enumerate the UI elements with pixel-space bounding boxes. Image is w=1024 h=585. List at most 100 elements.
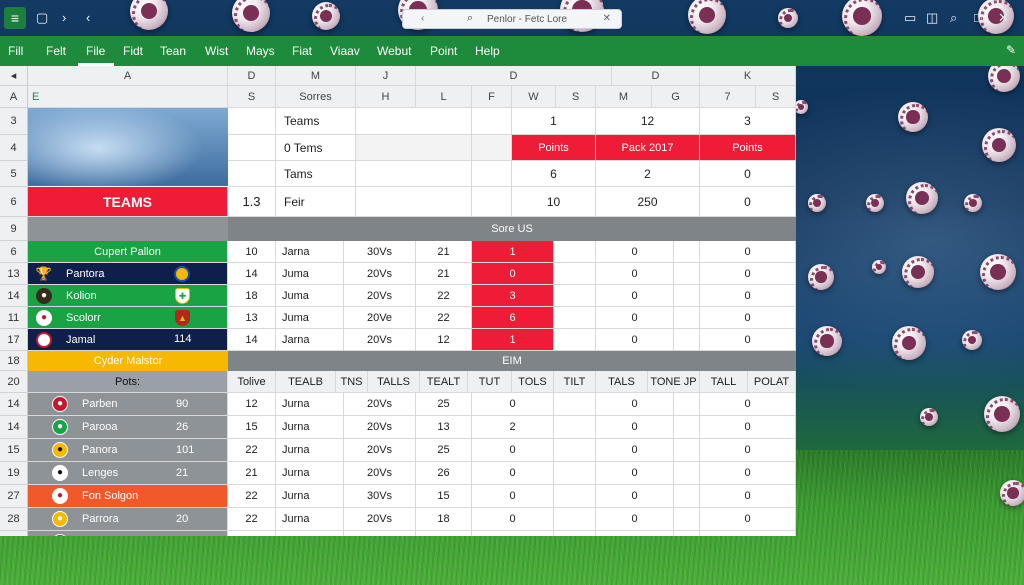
row-number[interactable]: 13 <box>0 263 28 285</box>
column-header[interactable]: J <box>356 66 416 86</box>
cell <box>674 416 700 439</box>
column-title: TNS <box>336 371 368 393</box>
sub-header: Sorres <box>276 86 356 108</box>
pen-icon[interactable]: ✎ <box>1005 43 1016 57</box>
cell: 0 <box>596 416 674 439</box>
row-number[interactable]: 15 <box>0 439 28 462</box>
menu-item-mays[interactable]: Mays <box>246 44 275 58</box>
soccer-ball-icon <box>978 0 1014 34</box>
menu-item-fiat[interactable]: Fiat <box>292 44 313 58</box>
row-number[interactable]: 14 <box>0 416 28 439</box>
column-header[interactable]: D <box>612 66 700 86</box>
menu-item-point[interactable]: Point <box>430 44 458 58</box>
close-icon[interactable]: ✕ <box>602 13 611 24</box>
cell: 22 <box>416 285 472 307</box>
menu-item-help[interactable]: Help <box>475 44 500 58</box>
table-row: 6 TEAMS 1.3 Feir 10 250 0 <box>0 187 796 217</box>
column-header[interactable]: D <box>228 66 276 86</box>
close-icon[interactable]: ✕ <box>998 10 1009 25</box>
row-number[interactable]: 4 <box>0 135 28 161</box>
row-number[interactable]: 6 <box>0 241 28 263</box>
menu-item-file[interactable]: File <box>86 44 106 58</box>
chevron-right-icon[interactable]: › <box>62 10 67 25</box>
maximize-icon[interactable]: □ <box>974 10 982 25</box>
menu-item-fill[interactable]: Fill <box>8 44 24 58</box>
split-view-icon[interactable]: ◫ <box>926 10 939 25</box>
club-crest-icon: ● <box>52 488 68 504</box>
column-header[interactable]: M <box>276 66 356 86</box>
row-number[interactable]: 14 <box>0 285 28 307</box>
cell: 0 <box>596 263 674 285</box>
select-all-corner[interactable]: ◂ <box>0 66 28 86</box>
row-number[interactable]: 11 <box>0 307 28 329</box>
row-label-text: Teams <box>284 114 320 128</box>
grid-icon[interactable]: ▢ <box>36 10 49 25</box>
menu-item-webut[interactable]: Webut <box>377 44 412 58</box>
row-number[interactable]: 6 <box>0 187 28 217</box>
cell: 0 <box>700 439 796 462</box>
table-row: 5 Tams 6 2 0 <box>0 161 796 187</box>
hamburger-icon[interactable]: ≡ <box>4 7 26 29</box>
restore-window-icon[interactable]: ▭ <box>904 10 917 25</box>
cell-text: Juma <box>282 311 309 324</box>
left-grey-strip <box>28 217 228 241</box>
menu-item-viaav[interactable]: Viaav <box>330 44 360 58</box>
cell: 1.2 <box>416 531 472 536</box>
row-label: Teams <box>276 108 356 135</box>
row-number[interactable]: 27 <box>0 485 28 508</box>
section-header-row: 18 Cyder Malstor EIM <box>0 351 796 371</box>
row-number[interactable]: 9 <box>0 217 28 241</box>
search-box[interactable]: ‹ ⌕ Penlor - Fetc Lore ✕ <box>402 9 622 29</box>
menu-item-felt[interactable]: Felt <box>46 44 67 58</box>
cell <box>472 161 512 187</box>
sub-header: G <box>652 86 700 108</box>
row-number[interactable]: A <box>0 86 28 108</box>
cell: Juma <box>276 263 344 285</box>
row-number[interactable]: 20 <box>0 371 28 393</box>
cell: 0 <box>700 393 796 416</box>
menu-item-fidt[interactable]: Fidt <box>123 44 144 58</box>
row-label-text: Tams <box>284 166 313 181</box>
cell: 0 <box>596 241 674 263</box>
cell: 20Vs <box>344 263 416 285</box>
row-number[interactable] <box>0 531 28 536</box>
team-cell: ● Parrora <box>28 508 228 531</box>
cell: 0 <box>700 508 796 531</box>
row-number[interactable]: 28 <box>0 508 28 531</box>
menu-item-wist[interactable]: Wist <box>205 44 229 58</box>
column-header[interactable]: A <box>28 66 228 86</box>
row-number[interactable]: 3 <box>0 108 28 135</box>
chevron-left-icon[interactable]: ‹ <box>86 10 91 25</box>
row-number[interactable]: 19 <box>0 462 28 485</box>
search-text: Penlor - Fetc Lore <box>487 14 568 25</box>
active-tab-indicator <box>78 63 114 66</box>
team-name: Jamal <box>66 333 96 346</box>
teams-banner-text: TEAMS <box>103 193 152 210</box>
cell: 0 <box>472 508 554 531</box>
cell-text: Jurna <box>282 467 310 479</box>
points-header: Points <box>700 135 796 161</box>
group-header-text: Pots: <box>114 375 141 388</box>
column-title: POLAT <box>748 371 796 393</box>
row-number[interactable]: 18 <box>0 351 28 371</box>
column-title: TALLS <box>368 371 420 393</box>
points-header: Points <box>512 135 596 161</box>
cell <box>554 393 596 416</box>
team-cell: ● Scolorr <box>28 307 228 329</box>
cell <box>228 161 276 187</box>
cell: 20Vs <box>344 531 416 536</box>
row-number[interactable]: 14 <box>0 393 28 416</box>
row-number[interactable]: 17 <box>0 329 28 351</box>
row-number[interactable]: 5 <box>0 161 28 187</box>
column-title: TUT <box>468 371 512 393</box>
cell: 14 <box>228 329 276 351</box>
highlight-cell: 1 <box>472 329 554 351</box>
column-header[interactable]: D <box>416 66 612 86</box>
highlight-label: Cyder Malstor <box>28 351 228 371</box>
trophy-icon: ● <box>52 511 68 527</box>
cell: 10 <box>228 241 276 263</box>
menu-item-tean[interactable]: Tean <box>160 44 187 58</box>
column-header[interactable]: K <box>700 66 796 86</box>
club-crest-icon: ● <box>52 419 68 435</box>
search-icon[interactable]: ⌕ <box>950 10 958 25</box>
